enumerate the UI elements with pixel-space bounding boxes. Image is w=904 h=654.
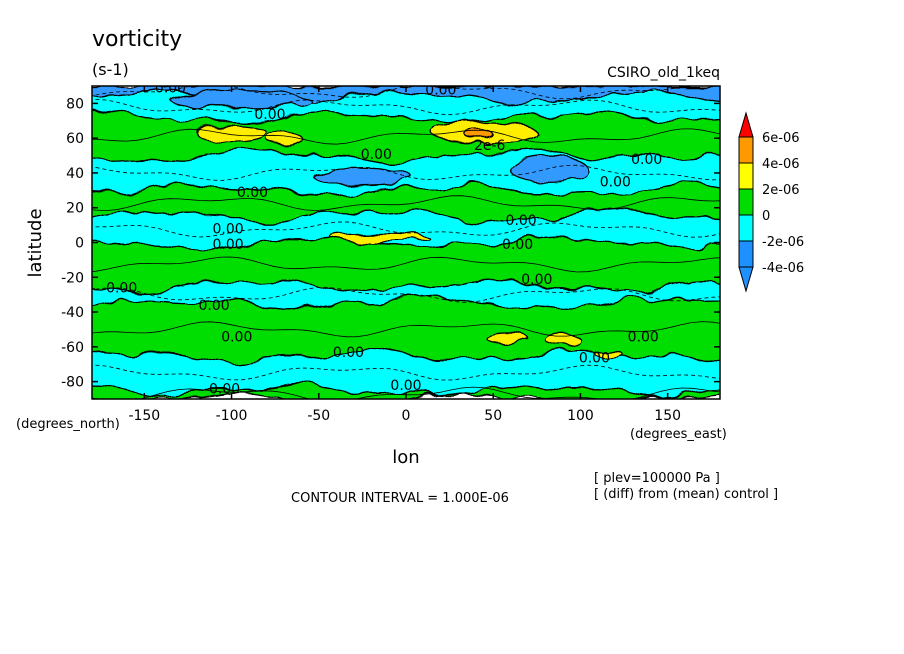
region-strong-pos [485,332,529,345]
contour-label: 0.00 [506,213,537,229]
contour-line [92,286,720,303]
y-tick-label: 0 [75,236,84,252]
plev-note: [ plev=100000 Pa ] [594,471,720,486]
legend-swatch [738,136,754,164]
x-tick-label: 0 [402,408,411,424]
contour-line [92,321,720,338]
contour-interval-label: CONTOUR INTERVAL = 1.000E-06 [291,491,509,506]
contour-label: 0.00 [254,107,285,123]
y-units-label: (degrees_north) [16,417,120,432]
contour-label: 0.00 [361,147,392,163]
y-axis-title: latitude [25,208,46,277]
contour-label: 0.00 [631,152,662,168]
contour-label: 2e-6 [474,138,506,154]
contour-line [92,256,720,273]
legend-label: 0 [762,209,770,224]
x-tick-label: -50 [307,408,330,424]
contour-label: 0.00 [579,350,610,366]
x-axis: -150 -100 -50 0 50 100 150 [128,86,681,424]
legend-swatch [738,162,754,190]
y-axis: 80 60 40 20 0 -20 -40 -60 -80 [61,96,720,391]
y-tick-label: 40 [66,166,84,182]
x-tick-label: -150 [128,408,160,424]
y-tick-label: 60 [66,131,84,147]
contour-line [92,86,690,100]
contour-line [92,128,720,145]
contour-label: 0.00 [237,185,268,201]
x-units-label: (degrees_east) [630,427,727,442]
contour-label: 0.00 [390,378,421,394]
y-tick-label: -40 [61,305,84,321]
region-strong-neg [312,167,412,186]
contour-line [92,364,720,381]
region-strong-neg [169,90,311,110]
contour-label: 0.00 [212,222,243,238]
model-label: CSIRO_old_1keq [607,65,720,81]
units-label: (s-1) [92,60,129,79]
contour-label: 0.00 [502,237,533,253]
x-axis-title: lon [392,447,419,468]
region-strong-pos [592,347,622,357]
contour-line [92,195,720,212]
contour-label: 0.00 [628,329,659,345]
contour-label: 0.00 [221,329,252,345]
x-tick-label: -100 [216,408,248,424]
contour-label: 0.00 [209,382,240,398]
contour-line [92,386,720,399]
y-tick-label: 80 [66,96,84,112]
contour-label: 0.00 [155,81,186,97]
contour-label: 0.00 [425,82,456,98]
x-tick-label: 150 [654,408,681,424]
legend-label: -4e-06 [762,261,804,276]
region-strong-pos [196,123,268,143]
region-strong-pos [265,130,302,146]
y-tick-label: -80 [61,375,84,391]
contour-label: 0.00 [106,281,137,297]
legend-label: 6e-06 [762,131,800,146]
contour-line [92,221,720,238]
legend-over-arrow [738,111,754,138]
legend-swatch [738,188,754,216]
band-positive [92,383,720,399]
contour-line [92,98,720,116]
y-tick-label: 20 [66,201,84,217]
contour-label: 0.00 [600,175,631,191]
contour-label: 0.00 [212,237,243,253]
contour-label: 0.00 [199,298,230,314]
x-tick-label: 50 [484,408,502,424]
legend-label: -2e-06 [762,235,804,250]
x-tick-label: 100 [567,408,594,424]
legend-label: 4e-06 [762,157,800,172]
diff-note: [ (diff) from (mean) control ] [594,487,778,502]
legend-label: 2e-06 [762,183,800,198]
y-tick-label: -60 [61,340,84,356]
legend-swatch [738,240,754,268]
band-negative [92,209,720,250]
contour-label: 0.00 [521,272,552,288]
legend-under-arrow [738,266,754,293]
legend-swatch [738,214,754,242]
contour-line [92,164,720,181]
contour-label: 0.00 [333,345,364,361]
chart-title: vorticity [92,27,182,52]
y-tick-label: -20 [61,270,84,286]
region-strong-pos [544,333,582,347]
region-strong-neg [510,154,589,185]
color-legend: 6e-06 4e-06 2e-06 0 -2e-06 -4e-06 [738,111,804,293]
region-strong-pos [330,232,430,243]
